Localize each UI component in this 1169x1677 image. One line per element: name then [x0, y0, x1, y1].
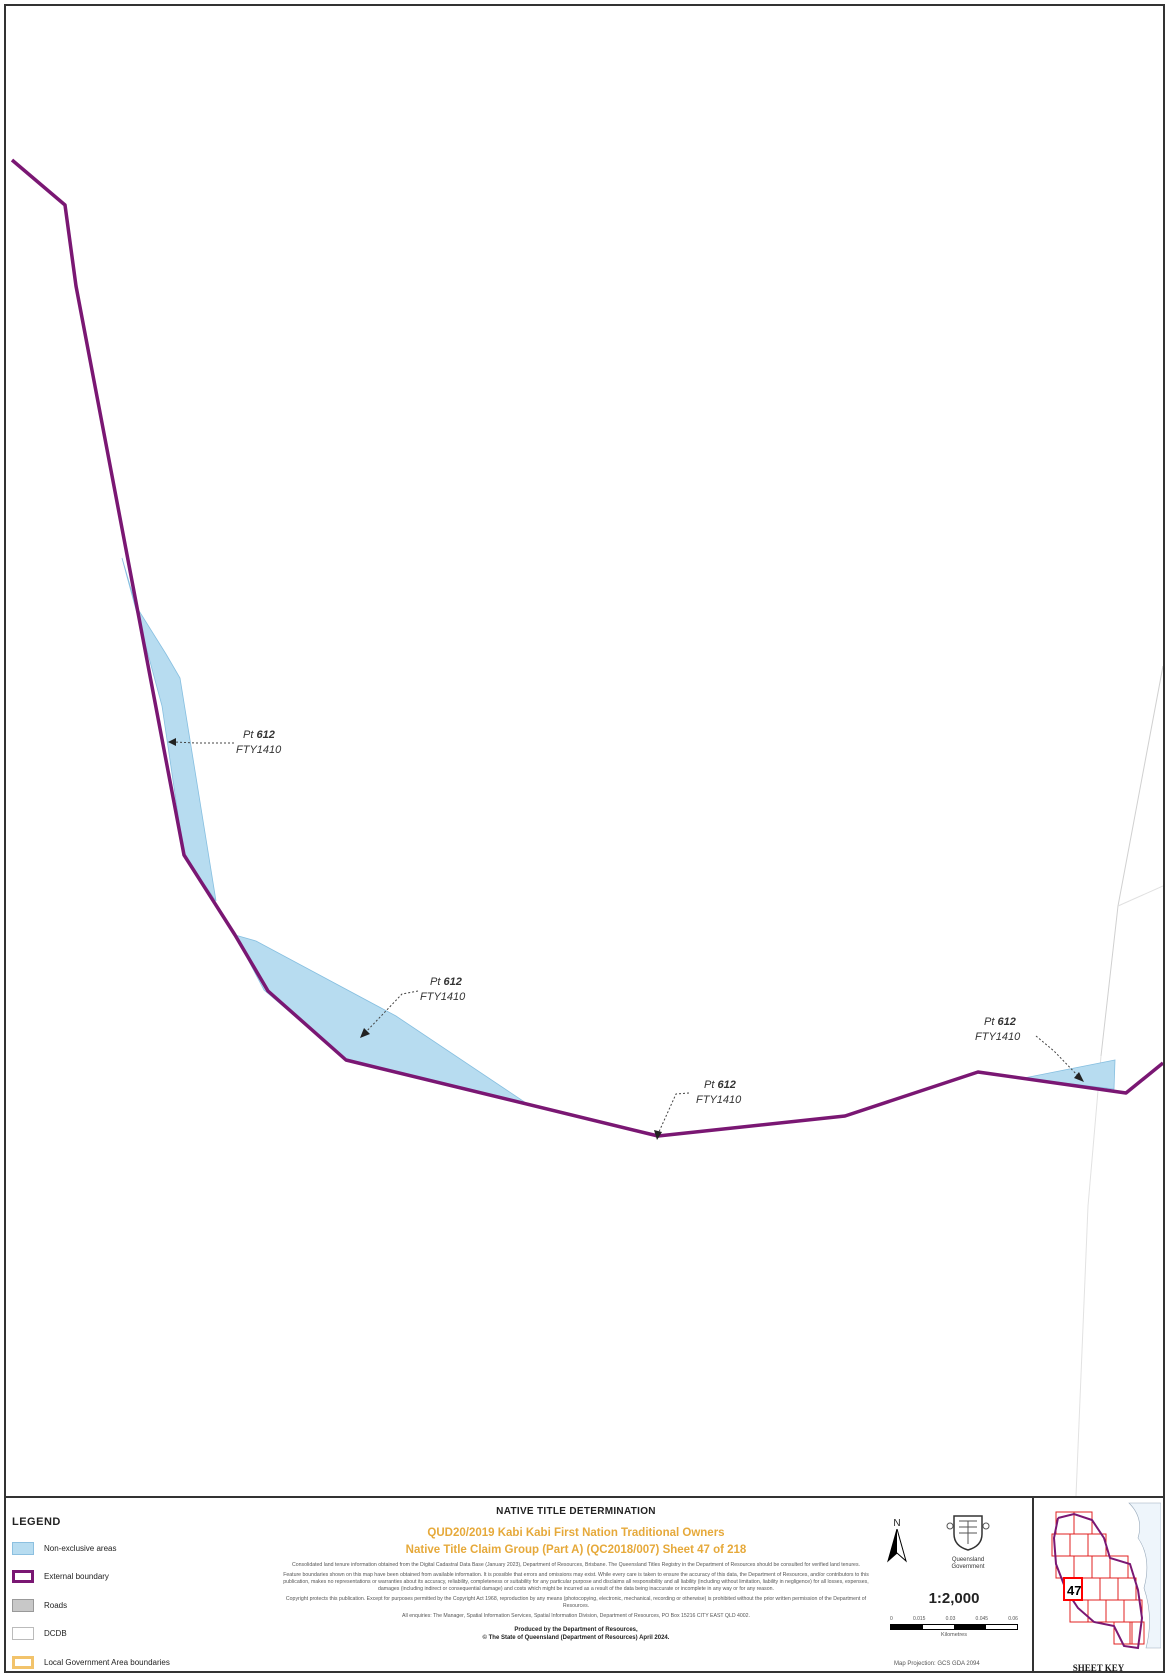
label-leaders [173, 741, 1081, 1135]
map-title-line-2: Native Title Claim Group (Part A) (QC201… [405, 1544, 747, 1556]
scale-ticks: 0 0.015 0.03 0.045 0.06 [890, 1616, 1018, 1622]
legend-item-label: External boundary [44, 1572, 109, 1582]
scale-tick: 0.03 [945, 1616, 956, 1622]
external-boundary-swatch [12, 1570, 34, 1584]
north-arrow: N [886, 1518, 908, 1568]
map-sheet: Pt 612 FTY1410 Pt 612 FTY1410 Pt 612 FTY… [4, 4, 1165, 1673]
determination-heading: NATIVE TITLE DETERMINATION [496, 1506, 656, 1517]
svg-text:Pt 612: Pt 612 [984, 1016, 1016, 1028]
map-canvas: Pt 612 FTY1410 Pt 612 FTY1410 Pt 612 FTY… [10, 158, 1163, 1496]
svg-text:FTY1410: FTY1410 [975, 1031, 1021, 1043]
external-boundary [10, 158, 1163, 1138]
legend-item-label: DCDB [44, 1629, 67, 1639]
leader-arrowheads [168, 738, 1084, 1140]
scale-bar: 0 0.015 0.03 0.045 0.06 Kilometres [890, 1616, 1018, 1638]
map-projection: Map Projection: GCS GDA 2094 [894, 1661, 980, 1667]
scale-units: Kilometres [941, 1632, 967, 1638]
parcel-label: Pt 612 FTY1410 [420, 976, 466, 1003]
produced-line-2: © The State of Queensland (Department of… [482, 1635, 670, 1641]
sheet-key-label: SHEET KEY [1072, 1663, 1125, 1673]
sheet-key: 47 SHEET KEY [1032, 1498, 1163, 1673]
title-block: NATIVE TITLE DETERMINATION QUD20/2019 Ka… [276, 1498, 876, 1673]
enquiries-note: All enquiries: The Manager, Spatial Info… [401, 1613, 751, 1619]
dcdb-line [1100, 665, 1163, 1057]
copyright-note: Copyright protects this publication. Exc… [285, 1596, 867, 1609]
dcdb-line [1075, 1055, 1102, 1496]
government-name-2: Government [951, 1564, 985, 1570]
queensland-government-logo: Queensland Government [938, 1512, 998, 1571]
scale-tick: 0.015 [912, 1616, 926, 1622]
north-label: N [893, 1518, 901, 1529]
svg-text:FTY1410: FTY1410 [696, 1094, 742, 1106]
current-sheet-number: 47 [1067, 1583, 1081, 1598]
scale-tick: 0.045 [975, 1616, 989, 1622]
dcdb-line [1117, 885, 1163, 907]
map-footer: LEGEND Non-exclusive areas External boun… [6, 1496, 1163, 1673]
coat-of-arms-icon [946, 1515, 990, 1551]
scale-bar-graphic [890, 1624, 1018, 1630]
svg-text:Pt 612: Pt 612 [704, 1079, 736, 1091]
sheet-key-map: 47 [1051, 1502, 1162, 1650]
legend-title: LEGEND [12, 1516, 61, 1528]
produced-line-1: Produced by the Department of Resources, [514, 1627, 638, 1633]
produced-by: Produced by the Department of Resources,… [276, 1626, 876, 1642]
legend-item-label: Non-exclusive areas [44, 1543, 117, 1553]
legend-item-non-exclusive: Non-exclusive areas [12, 1534, 276, 1563]
legend-item-external-boundary: External boundary [12, 1563, 276, 1592]
scale-ratio: 1:2,000 [928, 1590, 980, 1607]
non-exclusive-swatch [12, 1541, 34, 1555]
legend-item-lga: Local Government Area boundaries [12, 1648, 276, 1677]
parcel-label: Pt 612 FTY1410 [236, 729, 282, 756]
disclaimer-note: Feature boundaries shown on this map hav… [283, 1572, 869, 1592]
north-arrow-icon [887, 1527, 907, 1563]
dcdb-swatch [12, 1627, 34, 1641]
scale-tick: 0.06 [1008, 1616, 1018, 1622]
legend-item-dcdb: DCDB [12, 1620, 276, 1649]
roads-swatch [12, 1598, 34, 1612]
legend-item-roads: Roads [12, 1591, 276, 1620]
svg-text:Pt 612: Pt 612 [430, 976, 462, 988]
lga-swatch [12, 1655, 34, 1669]
scale-tick: 0 [890, 1616, 893, 1622]
government-name-1: Queensland [951, 1557, 985, 1563]
legend-item-label: Local Government Area boundaries [44, 1657, 170, 1667]
svg-text:FTY1410: FTY1410 [420, 991, 466, 1003]
legend: LEGEND Non-exclusive areas External boun… [6, 1498, 276, 1673]
map-title-line-1: QUD20/2019 Kabi Kabi First Nation Tradit… [427, 1527, 725, 1539]
parcel-label: Pt 612 FTY1410 [696, 1079, 742, 1106]
data-source-note: Consolidated land tenure information obt… [292, 1562, 860, 1568]
parcel-label: Pt 612 FTY1410 [975, 1016, 1021, 1043]
svg-text:FTY1410: FTY1410 [236, 744, 282, 756]
scale-panel: N Queensland Government 1:2,000 [876, 1498, 1032, 1673]
non-exclusive-area [234, 934, 527, 1104]
svg-text:Pt 612: Pt 612 [243, 729, 275, 741]
legend-item-label: Roads [44, 1600, 68, 1610]
